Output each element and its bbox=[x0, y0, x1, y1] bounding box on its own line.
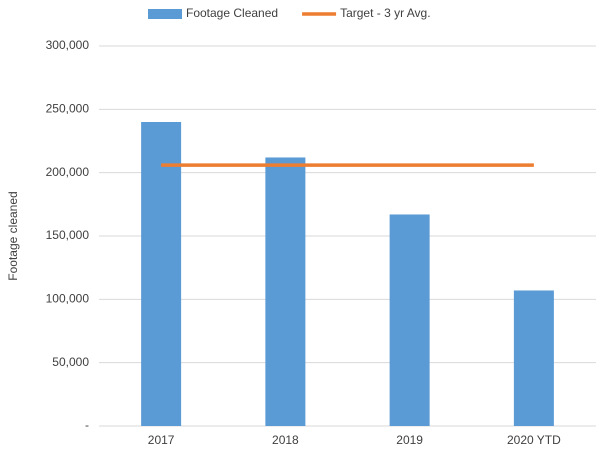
legend-label: Footage Cleaned bbox=[186, 6, 278, 20]
y-tick-label: 150,000 bbox=[46, 228, 90, 242]
y-tick-label: 50,000 bbox=[52, 355, 89, 369]
y-tick-label: 100,000 bbox=[46, 292, 90, 306]
bar bbox=[265, 157, 306, 426]
y-tick-label: - bbox=[85, 418, 89, 432]
bar bbox=[141, 122, 182, 426]
x-tick-label: 2020 YTD bbox=[507, 433, 561, 447]
x-tick-label: 2018 bbox=[272, 433, 299, 447]
bar bbox=[389, 214, 430, 426]
x-tick-label: 2017 bbox=[148, 433, 175, 447]
legend-label: Target - 3 yr Avg. bbox=[340, 6, 431, 20]
y-tick-label: 250,000 bbox=[46, 102, 90, 116]
y-tick-label: 300,000 bbox=[46, 38, 90, 52]
y-axis-title: Footage cleaned bbox=[6, 191, 20, 280]
y-tick-label: 200,000 bbox=[46, 165, 90, 179]
x-tick-label: 2019 bbox=[396, 433, 423, 447]
bar bbox=[513, 290, 554, 426]
legend-swatch bbox=[148, 9, 182, 19]
